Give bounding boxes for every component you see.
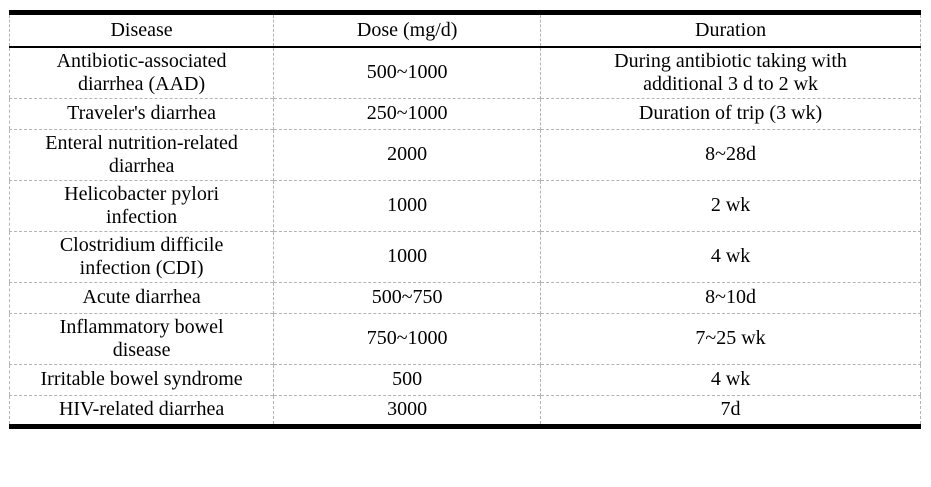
cell-dose: 500~750 [273, 282, 541, 313]
cell-disease: Enteral nutrition-related diarrhea [45, 131, 238, 177]
col-header-dose: Dose (mg/d) [273, 12, 541, 47]
cell-disease: Acute diarrhea [82, 286, 201, 308]
cell-dose: 2000 [273, 129, 541, 180]
cell-dose: 1000 [273, 231, 541, 282]
cell-disease: HIV-related diarrhea [58, 398, 225, 420]
cell-dose: 750~1000 [273, 313, 541, 364]
col-header-disease: Disease [110, 18, 173, 41]
cell-duration: 7~25 wk [540, 313, 921, 364]
cell-duration: During antibiotic taking with additional… [540, 46, 921, 98]
cell-disease: Traveler's diarrhea [67, 102, 217, 124]
table-row: Traveler's diarrhea 250~1000 Duration of… [9, 98, 921, 129]
table-row: Acute diarrhea 500~750 8~10d [9, 282, 921, 313]
table-row: Helicobacter pylori infection 1000 2 wk [9, 180, 921, 231]
table-row: Enteral nutrition-related diarrhea 2000 … [9, 129, 921, 180]
cell-duration: 4 wk [540, 231, 921, 282]
cell-duration: Duration of trip (3 wk) [540, 98, 921, 129]
cell-disease: Antibiotic-associated diarrhea (AAD) [56, 49, 227, 95]
cell-disease: Irritable bowel syndrome [40, 368, 243, 390]
table-header-row: Disease Dose (mg/d) Duration [9, 12, 921, 47]
table-row: Antibiotic-associated diarrhea (AAD) 500… [9, 46, 921, 98]
cell-disease: Helicobacter pylori infection [64, 182, 220, 228]
table-row: Inflammatory bowel disease 750~1000 7~25… [9, 313, 921, 364]
cell-duration: 8~10d [540, 282, 921, 313]
cell-dose: 500~1000 [273, 46, 541, 98]
cell-dose: 1000 [273, 180, 541, 231]
table-row: HIV-related diarrhea 3000 7d [10, 395, 921, 426]
cell-duration: 4 wk [540, 364, 921, 395]
cell-duration: 7d [540, 395, 921, 426]
cell-dose: 500 [273, 364, 541, 395]
cell-dose: 250~1000 [273, 98, 541, 129]
table-row: Clostridium difficile infection (CDI) 10… [9, 231, 921, 282]
cell-disease: Clostridium difficile infection (CDI) [59, 233, 224, 279]
probiotic-dosage-table: Disease Dose (mg/d) Duration Antibiotic-… [9, 10, 921, 429]
cell-disease: Inflammatory bowel disease [59, 315, 224, 361]
table-row: Irritable bowel syndrome 500 4 wk [9, 364, 921, 395]
col-header-duration: Duration [540, 12, 921, 47]
cell-duration: 8~28d [540, 129, 921, 180]
cell-dose: 3000 [273, 395, 541, 426]
cell-duration: 2 wk [540, 180, 921, 231]
